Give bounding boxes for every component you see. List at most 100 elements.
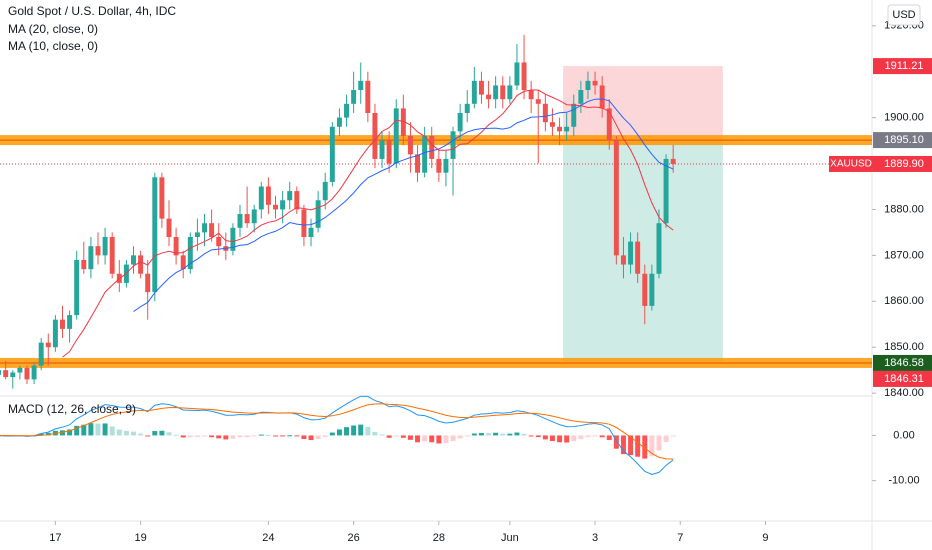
macd-histogram: [358, 424, 364, 436]
candle-body: [613, 140, 619, 256]
candle-body: [280, 200, 286, 210]
macd-histogram: [202, 435, 207, 437]
candle-body: [486, 94, 492, 100]
currency-button[interactable]: [887, 4, 921, 26]
macd-histogram: [308, 435, 314, 441]
macd-histogram: [493, 432, 499, 436]
candle-body: [606, 108, 612, 141]
candle-body: [493, 85, 499, 100]
x-tick-label: 3: [592, 532, 598, 544]
macd-histogram: [656, 435, 662, 451]
symbol-box: [829, 155, 873, 172]
candle-body: [38, 342, 44, 366]
moving-average: [62, 89, 674, 358]
macd-histogram: [351, 425, 357, 436]
candle-body: [415, 154, 421, 173]
plot: MA (20, close, 0) MA (10, close, 0) MACD (…: [0, 20, 932, 544]
macd-histogram: [173, 434, 179, 436]
macd-histogram: [422, 435, 428, 442]
macd-histogram: [457, 435, 463, 439]
symbol-label: XAUUSD: [830, 159, 872, 170]
price-box-label: 1889.90: [884, 158, 924, 170]
candle-body: [294, 191, 300, 210]
candle-body: [251, 209, 257, 224]
macd-histogram: [649, 435, 655, 457]
macd-histogram: [88, 423, 94, 436]
candle-body: [422, 135, 428, 173]
macd-histogram: [131, 431, 136, 436]
candle-body: [24, 367, 30, 380]
candle-body: [500, 85, 506, 100]
macd-histogram: [251, 435, 257, 437]
macd-histogram: [628, 435, 634, 456]
candle-body: [344, 103, 350, 118]
candle-body: [109, 237, 115, 274]
stop-zone: [563, 66, 723, 142]
currency[interactable]: USD: [892, 9, 915, 21]
macd-histogram: [429, 435, 435, 443]
macd-histogram: [109, 426, 115, 436]
candle-body: [400, 108, 406, 136]
candle-body: [265, 186, 271, 205]
price-box: [873, 155, 932, 172]
macd-histogram: [578, 435, 584, 440]
price-box: [873, 58, 932, 75]
macd-histogram: [514, 432, 520, 436]
price-box-label: 1911.21: [885, 60, 924, 72]
macd-histogram: [102, 423, 108, 436]
candle-body: [464, 103, 470, 113]
candle-body: [202, 223, 207, 233]
candle-body: [628, 241, 634, 265]
candle-body: [365, 80, 371, 113]
macd-histogram: [613, 435, 619, 449]
candle-body: [457, 112, 463, 132]
macd-histogram: [486, 433, 492, 436]
x-tick-label: 19: [134, 532, 146, 544]
candle-body: [308, 227, 314, 237]
macd-histogram: [38, 433, 44, 436]
candle-body: [0, 370, 2, 375]
y-tick-label: 1860.00: [884, 295, 924, 307]
macd-histogram: [95, 423, 101, 436]
candle-body: [10, 372, 16, 378]
y-tick-label: 1850.00: [884, 341, 924, 353]
candle-body: [642, 273, 648, 306]
candle-body: [592, 80, 598, 86]
macd-histogram: [635, 435, 641, 457]
candle-body: [450, 131, 456, 159]
macd-histogram: [244, 435, 250, 438]
price-box-label: 1895.10: [884, 134, 924, 146]
candle-body: [102, 237, 108, 256]
candle-body: [429, 135, 435, 159]
macd-histogram: [280, 435, 286, 437]
candle-body: [145, 273, 151, 293]
candle-body: [407, 135, 413, 155]
candle-body: [3, 370, 9, 378]
candle-body: [620, 255, 626, 265]
candle-body: [471, 80, 477, 104]
macd-histogram: [194, 435, 200, 438]
macd-histogram: [443, 435, 449, 444]
macd-histogram: [606, 435, 612, 440]
candle-body: [663, 158, 669, 224]
candle-body: [166, 218, 172, 237]
macd-histogram: [187, 435, 193, 438]
macd-histogram: [471, 433, 477, 436]
y-tick-label: 1840.00: [884, 387, 924, 399]
candle-body: [478, 80, 484, 95]
candle-body: [514, 62, 520, 86]
macd-histogram: [273, 435, 279, 437]
x-tick-label: Jun: [501, 532, 519, 544]
macd-histogram: [500, 433, 506, 436]
macd-histogram: [571, 435, 577, 442]
macd-histogram: [535, 435, 541, 438]
macd-line: [0, 395, 674, 475]
macd-histogram: [393, 435, 399, 437]
macd-histogram: [436, 435, 442, 444]
macd-histogram: [74, 425, 80, 436]
macd-histogram: [400, 435, 406, 438]
candle-body: [138, 255, 144, 274]
macd-histogram: [145, 435, 151, 437]
macd-histogram: [557, 435, 563, 443]
candle-body: [578, 90, 584, 104]
